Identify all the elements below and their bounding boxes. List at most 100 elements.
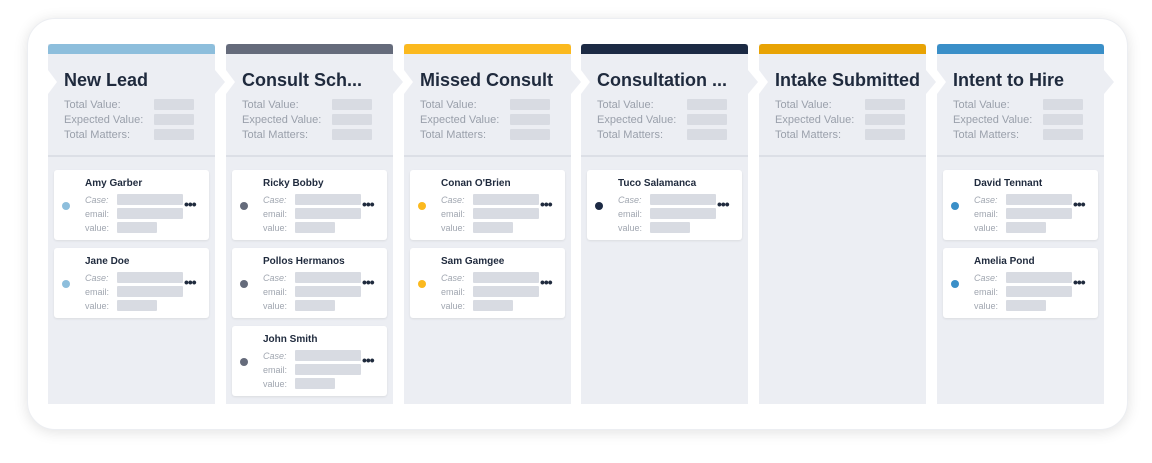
stat-label: Expected Value: <box>953 113 1033 126</box>
status-dot <box>951 280 959 288</box>
case-placeholder <box>1006 272 1072 283</box>
value-label: value: <box>85 222 110 233</box>
status-dot <box>62 280 70 288</box>
case-placeholder <box>1006 194 1072 205</box>
value-placeholder <box>154 114 194 125</box>
more-options-icon[interactable]: ••• <box>717 196 730 212</box>
email-placeholder <box>295 286 361 297</box>
more-options-icon[interactable]: ••• <box>1073 274 1086 290</box>
column-header[interactable]: Consult Sch... Total Value: Expected Value… <box>226 54 403 157</box>
value-placeholder <box>1043 99 1083 110</box>
lead-card[interactable]: Tuco Salamanca Case: email: value: ••• <box>587 170 742 240</box>
more-options-icon[interactable]: ••• <box>184 196 197 212</box>
value-label: value: <box>441 222 466 233</box>
value-placeholder <box>154 99 194 110</box>
email-label: email: <box>263 364 288 375</box>
value-row: value: <box>263 378 335 389</box>
stat-label: Total Matters: <box>953 128 1020 141</box>
column-header[interactable]: Intent to Hire Total Value: Expected Value… <box>937 54 1114 157</box>
value-placeholder <box>687 129 727 140</box>
value-label: value: <box>85 300 110 311</box>
lead-card[interactable]: Sam Gamgee Case: email: value: ••• <box>410 248 565 318</box>
stage-color-bar <box>48 44 215 54</box>
email-label: email: <box>263 208 288 219</box>
value-placeholder <box>473 222 513 233</box>
case-placeholder <box>295 350 361 361</box>
email-row: email: <box>441 286 539 297</box>
value-placeholder <box>473 300 513 311</box>
lead-card[interactable]: Ricky Bobby Case: email: value: ••• <box>232 170 387 240</box>
email-row: email: <box>974 286 1072 297</box>
case-row: Case: <box>263 350 361 361</box>
value-row: value: <box>85 300 157 311</box>
lead-card[interactable]: Jane Doe Case: email: value: ••• <box>54 248 209 318</box>
lead-card[interactable]: Pollos Hermanos Case: email: value: ••• <box>232 248 387 318</box>
case-placeholder <box>295 272 361 283</box>
column-header[interactable]: New Lead Total Value: Expected Value: Total… <box>48 54 225 157</box>
lead-card[interactable]: Amy Garber Case: email: value: ••• <box>54 170 209 240</box>
stat-label: Expected Value: <box>775 113 855 126</box>
case-label: Case: <box>974 272 998 283</box>
stat-total-matters: Total Matters: <box>953 127 1104 142</box>
column-header[interactable]: Consultation ... Total Value: Expected Val… <box>581 54 758 157</box>
case-row: Case: <box>263 194 361 205</box>
case-label: Case: <box>263 350 287 361</box>
value-placeholder <box>687 99 727 110</box>
lead-name: Amy Garber <box>85 178 143 189</box>
column-header[interactable]: Missed Consult Total Value: Expected Value… <box>404 54 581 157</box>
email-row: email: <box>974 208 1072 219</box>
case-row: Case: <box>441 194 539 205</box>
lead-card[interactable]: Conan O'Brien Case: email: value: ••• <box>410 170 565 240</box>
column-header[interactable]: Intake Submitted Total Value: Expected Val… <box>759 54 936 157</box>
lead-name: John Smith <box>263 334 318 345</box>
pipeline-column: Consultation ... Total Value: Expected Val… <box>581 44 758 404</box>
more-options-icon[interactable]: ••• <box>184 274 197 290</box>
stat-expected-value: Expected Value: <box>953 112 1104 127</box>
lead-card[interactable]: David Tennant Case: email: value: ••• <box>943 170 1098 240</box>
value-placeholder <box>1043 129 1083 140</box>
email-placeholder <box>117 286 183 297</box>
case-row: Case: <box>441 272 539 283</box>
stat-total-value: Total Value: <box>242 97 393 112</box>
stat-total-value: Total Value: <box>953 97 1104 112</box>
stat-total-value: Total Value: <box>420 97 571 112</box>
more-options-icon[interactable]: ••• <box>540 196 553 212</box>
email-placeholder <box>295 364 361 375</box>
stat-label: Total Matters: <box>597 128 664 141</box>
pipeline-column: New Lead Total Value: Expected Value: Total… <box>48 44 225 404</box>
more-options-icon[interactable]: ••• <box>1073 196 1086 212</box>
case-label: Case: <box>85 272 109 283</box>
lead-name: Sam Gamgee <box>441 256 505 267</box>
value-row: value: <box>441 300 513 311</box>
value-placeholder <box>1006 300 1046 311</box>
pipeline-column: Consult Sch... Total Value: Expected Value… <box>226 44 403 404</box>
email-label: email: <box>263 286 288 297</box>
status-dot <box>240 202 248 210</box>
stat-expected-value: Expected Value: <box>64 112 215 127</box>
email-row: email: <box>263 208 361 219</box>
stat-total-value: Total Value: <box>775 97 926 112</box>
more-options-icon[interactable]: ••• <box>362 274 375 290</box>
stat-label: Total Matters: <box>775 128 842 141</box>
lead-card[interactable]: John Smith Case: email: value: ••• <box>232 326 387 396</box>
email-row: email: <box>263 364 361 375</box>
value-label: value: <box>263 378 288 389</box>
case-row: Case: <box>85 272 183 283</box>
status-dot <box>240 280 248 288</box>
value-row: value: <box>263 300 335 311</box>
value-label: value: <box>974 300 999 311</box>
value-placeholder <box>295 222 335 233</box>
case-placeholder <box>117 272 183 283</box>
more-options-icon[interactable]: ••• <box>362 352 375 368</box>
pipeline-column: Missed Consult Total Value: Expected Value… <box>404 44 581 404</box>
lead-card[interactable]: Amelia Pond Case: email: value: ••• <box>943 248 1098 318</box>
case-row: Case: <box>618 194 716 205</box>
lead-name: Conan O'Brien <box>441 178 511 189</box>
email-label: email: <box>618 208 643 219</box>
value-placeholder <box>117 222 157 233</box>
stat-label: Total Matters: <box>420 128 487 141</box>
more-options-icon[interactable]: ••• <box>362 196 375 212</box>
more-options-icon[interactable]: ••• <box>540 274 553 290</box>
lead-name: Jane Doe <box>85 256 130 267</box>
pipeline-column: Intake Submitted Total Value: Expected Val… <box>759 44 936 404</box>
